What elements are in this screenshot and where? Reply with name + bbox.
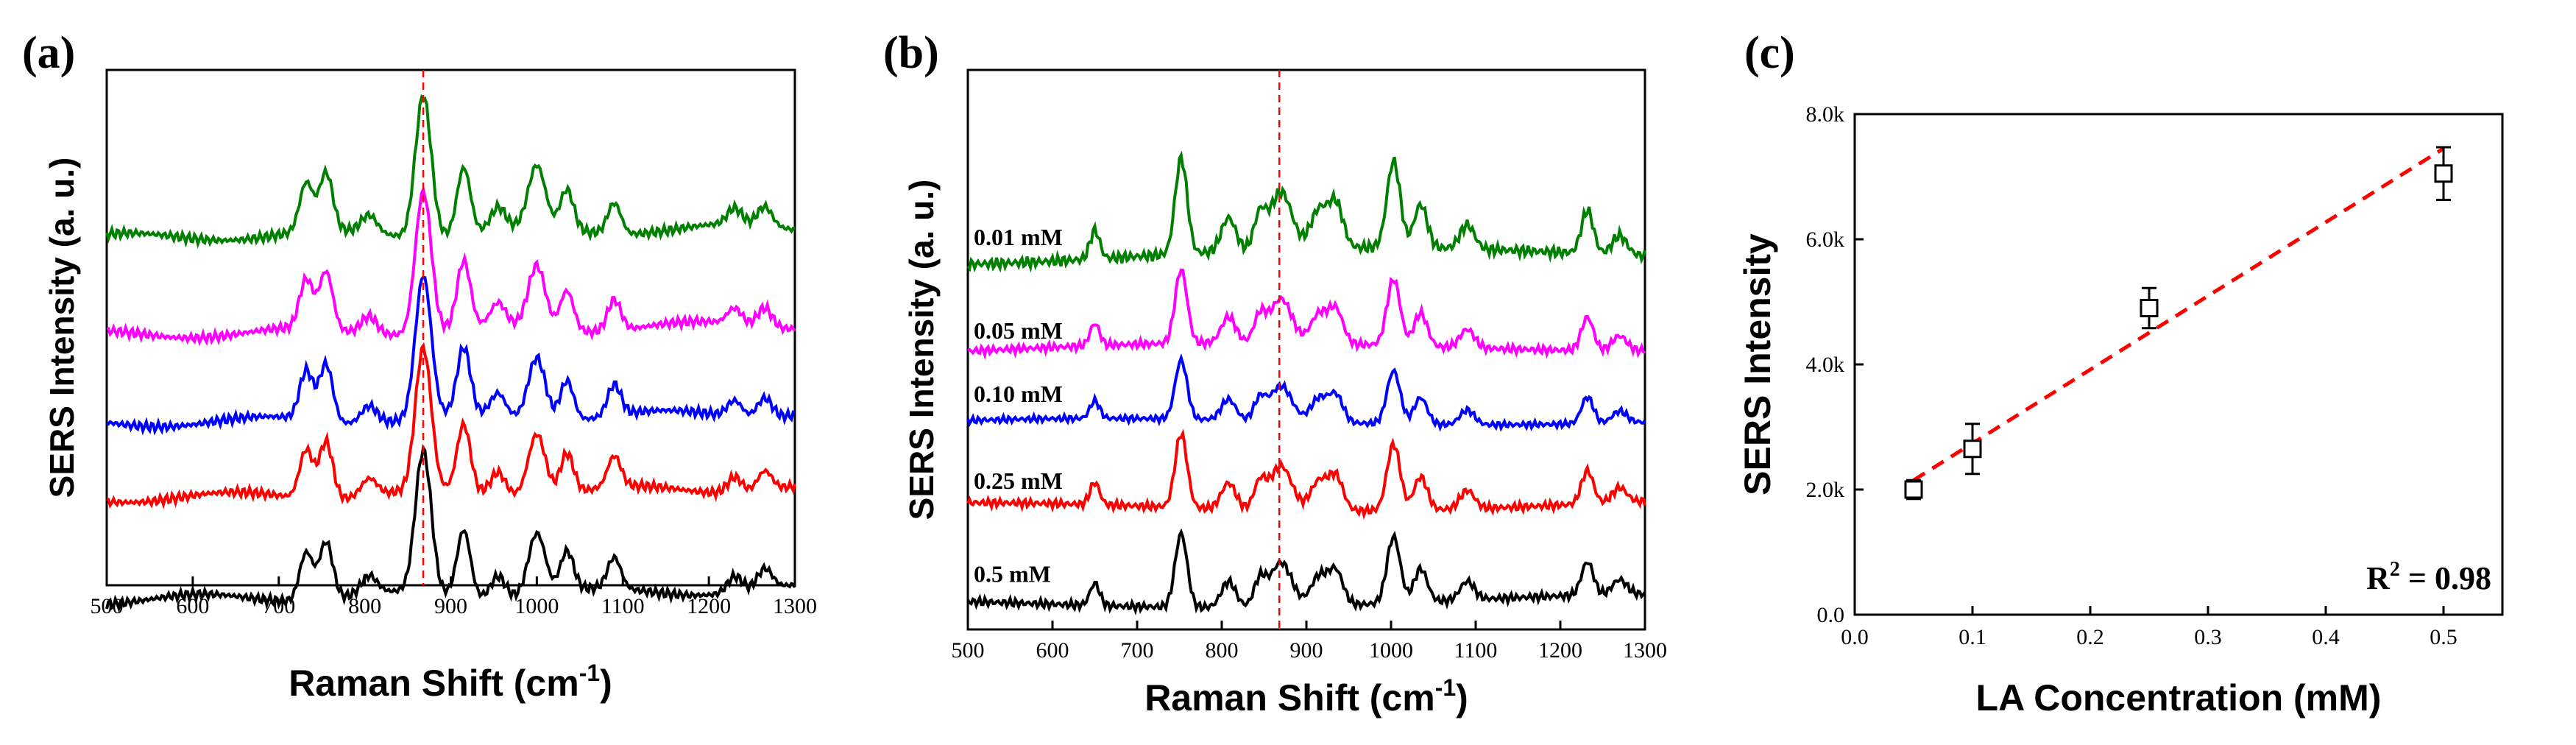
- panel-b-x-ticks: 500 600 700 800 900 1000 1100 1200 1300: [952, 621, 1667, 663]
- spectrum-trace-0-25-mm: [966, 428, 1646, 520]
- panel-c-y-ticks: 0.0 2.0k 4.0k 6.0k 8.0k: [1806, 102, 1864, 627]
- y-tick-label: 6.0k: [1806, 227, 1845, 252]
- x-tick-label: 800: [348, 594, 381, 618]
- series-label: 0.25 mM: [974, 467, 1063, 494]
- x-tick-label: 1200: [687, 594, 731, 618]
- panel-c-label: (c): [1744, 28, 1795, 78]
- x-tick-label: 0.5: [2430, 625, 2458, 649]
- spectrum-trace-0-05-mm: [967, 268, 1646, 360]
- panel-a-plot-frame: [105, 68, 796, 587]
- x-tick-label: 500: [952, 638, 985, 663]
- x-tick-label: 900: [1290, 638, 1323, 663]
- panel-c-linear-fit: [1912, 146, 2445, 482]
- panel-b-label: (b): [883, 28, 939, 78]
- data-point: [2434, 164, 2453, 183]
- panel-a: (a) 500 600 700 800 900 1000 1100 1200 1300 Rama…: [22, 28, 817, 704]
- series-label: 0.10 mM: [974, 381, 1063, 407]
- spectrum-trace-0-10-mm: [966, 353, 1646, 432]
- y-tick-label: 8.0k: [1806, 102, 1845, 127]
- x-tick-label: 0.0: [1841, 625, 1869, 649]
- panel-b-y-axis-title: SERS Intensity (a. u.): [902, 180, 941, 520]
- spectrum-trace-0-5-mm: [966, 528, 1646, 615]
- spectrum-trace-0-10-mm: [105, 275, 796, 436]
- panel-b-series-labels: 0.01 mM 0.05 mM 0.10 mM 0.25 mM 0.5 mM: [974, 224, 1063, 587]
- panel-a-x-ticks: 500 600 700 800 900 1000 1100 1200 1300: [91, 576, 817, 618]
- panel-a-label: (a): [22, 28, 75, 78]
- spectrum-trace-0-05-mm: [106, 185, 796, 347]
- panel-c-plot-frame: [1853, 113, 2504, 616]
- spectrum-trace-0-01-mm: [105, 93, 796, 249]
- data-point: [2140, 299, 2159, 317]
- panel-c-data-points: [1904, 146, 2453, 501]
- data-point: [1963, 439, 1982, 459]
- panel-b: (b) 0.01 mM 0.05 mM 0.10 mM 0.25 mM 0.5 mM 5…: [883, 28, 1667, 718]
- panel-a-y-axis-title: SERS Intensity (a. u.): [43, 158, 81, 498]
- panel-c-r-squared: R2 = 0.98: [2366, 558, 2491, 596]
- y-tick-label: 4.0k: [1806, 353, 1845, 377]
- panel-b-traces: [966, 150, 1646, 615]
- data-point: [1904, 480, 1923, 499]
- panel-a-traces: [105, 93, 796, 613]
- x-tick-label: 0.2: [2076, 625, 2104, 649]
- series-label: 0.05 mM: [974, 317, 1063, 344]
- x-tick-label: 600: [176, 594, 209, 618]
- x-tick-label: 500: [91, 594, 124, 618]
- x-tick-label: 1000: [1369, 638, 1413, 663]
- spectrum-trace-0-25-mm: [106, 342, 796, 509]
- x-tick-label: 600: [1036, 638, 1069, 663]
- series-label: 0.01 mM: [974, 224, 1063, 250]
- x-tick-label: 900: [434, 594, 467, 618]
- x-tick-label: 1100: [601, 594, 645, 618]
- panel-c: (c) 0.0 0.1 0.2 0.3 0.4 0.5 0.0 2.0k 4.0k 6.0k 8.…: [1737, 28, 2504, 718]
- x-tick-label: 700: [1121, 638, 1154, 663]
- x-tick-label: 1200: [1538, 638, 1582, 663]
- spectrum-trace-0-01-mm: [966, 150, 1646, 273]
- panel-b-x-axis-title: Raman Shift (cm-1): [1144, 674, 1468, 718]
- x-tick-label: 1100: [1454, 638, 1498, 663]
- x-tick-label: 1000: [514, 594, 559, 618]
- panel-c-x-axis-title: LA Concentration (mM): [1976, 677, 2382, 718]
- panel-a-x-axis-title: Raman Shift (cm-1): [289, 660, 612, 704]
- x-tick-label: 1300: [773, 594, 817, 618]
- x-tick-label: 0.1: [1958, 625, 1986, 649]
- panel-c-y-axis-title: SERS Intensity: [1737, 233, 1778, 495]
- series-label: 0.5 mM: [974, 560, 1051, 587]
- panel-c-x-ticks: 0.0 0.1 0.2 0.3 0.4 0.5: [1841, 606, 2458, 649]
- x-tick-label: 1300: [1623, 638, 1667, 663]
- x-tick-label: 0.3: [2194, 625, 2222, 649]
- x-tick-label: 800: [1206, 638, 1239, 663]
- spectrum-trace-0-5-mm: [105, 444, 796, 613]
- y-tick-label: 0.0: [1817, 603, 1845, 627]
- y-tick-label: 2.0k: [1806, 478, 1845, 502]
- x-tick-label: 700: [262, 594, 295, 618]
- x-tick-label: 0.4: [2312, 625, 2340, 649]
